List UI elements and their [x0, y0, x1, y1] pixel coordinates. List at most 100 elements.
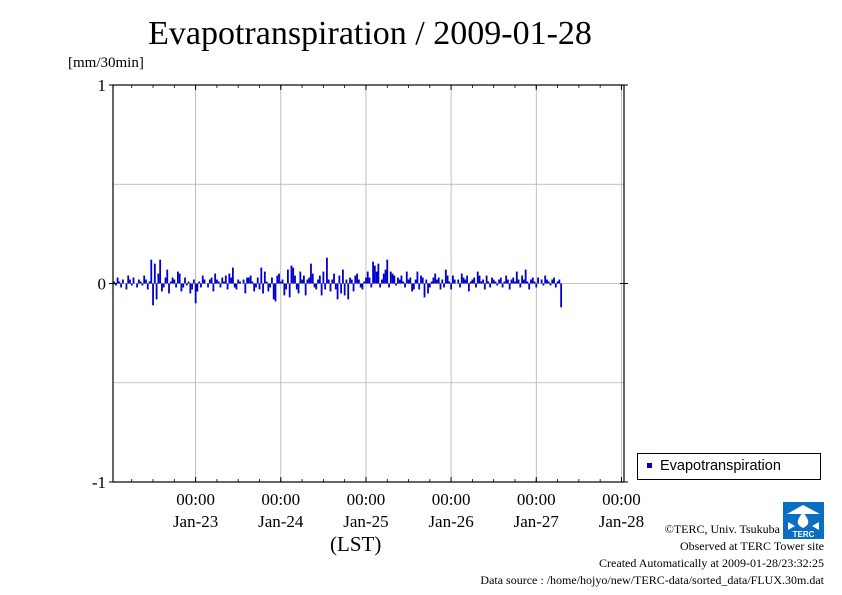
data-bar — [522, 279, 525, 284]
data-bar — [547, 281, 550, 284]
data-bar — [521, 275, 524, 284]
data-bar — [327, 279, 330, 284]
data-bar — [483, 283, 486, 290]
data-bar — [310, 263, 312, 284]
data-bar — [114, 283, 117, 286]
data-bar — [416, 271, 419, 284]
data-bar — [363, 281, 366, 284]
data-bar — [145, 279, 147, 284]
data-bar — [290, 265, 293, 284]
data-bar — [242, 279, 245, 284]
data-bar — [150, 259, 153, 284]
data-bar — [372, 261, 374, 284]
data-bar — [226, 283, 229, 290]
data-bar — [342, 269, 344, 284]
y-tick-label: -1 — [92, 473, 106, 492]
data-bar — [120, 283, 123, 288]
x-tick-label-date: Jan-25 — [343, 512, 388, 531]
data-bar — [418, 283, 421, 290]
data-bar — [423, 283, 426, 298]
data-bar — [292, 267, 295, 284]
data-bar — [386, 259, 389, 284]
data-bar — [175, 283, 178, 288]
data-bar — [466, 275, 469, 284]
x-tick-label-time: 00:00 — [261, 490, 300, 509]
y-tick-label: 0 — [98, 275, 107, 294]
data-bar — [164, 277, 167, 284]
data-bar — [542, 283, 545, 286]
data-bar — [533, 281, 536, 284]
data-bar — [405, 271, 408, 284]
plot-frame — [109, 84, 628, 483]
data-bar — [302, 275, 305, 284]
data-bar — [116, 277, 119, 284]
data-bar — [427, 283, 429, 294]
data-bar — [340, 283, 343, 294]
data-bar — [459, 283, 461, 288]
data-bar — [176, 271, 179, 284]
data-bar — [299, 271, 302, 284]
credit-site: Observed at TERC Tower site — [679, 539, 824, 553]
data-bar — [184, 277, 186, 284]
data-bar — [492, 279, 495, 284]
data-bar — [244, 283, 247, 294]
credit-copyright: ©TERC, Univ. Tsukuba — [664, 522, 780, 536]
data-bar — [478, 275, 481, 284]
data-bar — [210, 277, 213, 284]
data-bar — [260, 267, 263, 284]
data-bar — [519, 283, 522, 288]
data-bar — [537, 277, 539, 284]
data-bar — [262, 283, 264, 294]
credit-created-timestamp: Created Automatically at 2009-01-28/23:3… — [599, 556, 824, 570]
data-bar — [354, 275, 357, 284]
data-bar — [235, 283, 238, 290]
data-bar — [125, 283, 128, 290]
data-bar — [411, 283, 414, 292]
data-bar — [473, 277, 476, 284]
data-bar — [476, 271, 479, 284]
data-bar — [143, 275, 146, 284]
data-bar — [297, 283, 300, 294]
data-bar — [402, 281, 405, 284]
data-bar — [546, 279, 548, 284]
x-tick-label-time: 00:00 — [517, 490, 556, 509]
data-bar — [503, 281, 506, 284]
data-bar — [185, 283, 188, 286]
data-bar — [464, 279, 467, 284]
data-bar — [475, 283, 477, 288]
data-bar — [393, 275, 396, 284]
data-bar — [127, 275, 130, 284]
data-bar — [287, 269, 289, 284]
data-bar — [263, 271, 266, 284]
data-bar — [208, 279, 211, 284]
data-bar — [381, 279, 383, 284]
data-bar — [216, 279, 218, 284]
data-bar — [230, 277, 233, 284]
data-bar — [155, 283, 158, 300]
data-bar — [345, 279, 348, 284]
legend-swatch — [647, 462, 652, 468]
data-bar — [223, 281, 225, 284]
data-bar — [113, 281, 115, 284]
data-bar — [313, 283, 316, 288]
data-bar — [285, 283, 288, 290]
data-bar — [343, 283, 346, 296]
data-bar — [544, 275, 547, 284]
data-bar — [450, 283, 453, 290]
data-bar — [430, 281, 433, 284]
data-bar — [171, 277, 174, 284]
data-bar — [334, 283, 337, 290]
data-bar — [187, 281, 190, 284]
data-bar — [288, 283, 291, 298]
data-bar — [428, 283, 431, 288]
x-tick-label-date: Jan-27 — [514, 512, 560, 531]
data-bar — [551, 279, 554, 284]
data-bar — [485, 275, 488, 284]
data-bar — [247, 277, 250, 284]
data-bar — [294, 275, 296, 284]
x-tick-label-time: 00:00 — [602, 490, 641, 509]
data-bar — [373, 265, 376, 284]
data-bar — [526, 281, 529, 284]
data-bar — [162, 283, 165, 288]
